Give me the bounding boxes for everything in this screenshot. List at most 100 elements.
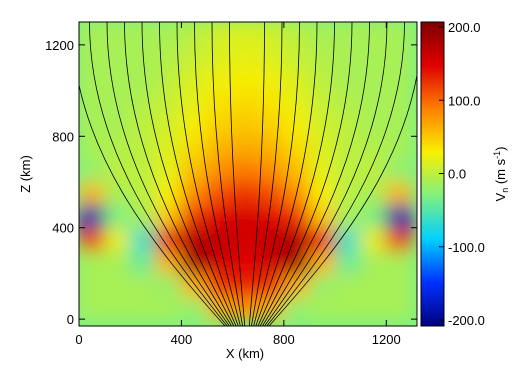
y-tick-label: 0 xyxy=(67,312,74,327)
heatmap-cell xyxy=(129,135,157,160)
colorbar-tick-label: 0.0 xyxy=(448,167,466,182)
heatmap-cell xyxy=(232,227,259,252)
plot-frame xyxy=(78,21,418,327)
heatmap-cell xyxy=(334,272,362,297)
heatmap-cell xyxy=(257,181,285,206)
heatmap-cell xyxy=(129,158,157,183)
heatmap-cell xyxy=(257,204,285,229)
heatmap-cell xyxy=(334,22,362,46)
heatmap-cell xyxy=(129,204,157,229)
field-line xyxy=(229,22,246,326)
heatmap-cell xyxy=(104,135,131,160)
heatmap-cell xyxy=(155,295,182,320)
x-tick-label: 1200 xyxy=(372,332,401,347)
heatmap-cell xyxy=(308,67,336,92)
field-lines xyxy=(79,22,417,326)
heatmap-cell xyxy=(308,272,336,297)
heatmap-cell xyxy=(104,44,131,69)
heatmap-cell xyxy=(360,22,387,46)
field-line xyxy=(124,22,232,326)
heatmap-cell xyxy=(257,22,285,46)
heatmap-cell xyxy=(257,227,285,252)
heatmap-cell xyxy=(360,181,387,206)
heatmap-cell xyxy=(206,250,234,274)
y-tick-label: 400 xyxy=(52,221,74,236)
heatmap-cell xyxy=(232,22,259,46)
x-axis-title: X (km) xyxy=(226,346,264,361)
heatmap-cell xyxy=(129,67,157,92)
heatmap-cell xyxy=(79,158,106,183)
heatmap-cell xyxy=(334,90,362,114)
heatmap-cell xyxy=(232,90,259,114)
field-line xyxy=(141,22,235,326)
heatmap-cell xyxy=(308,135,336,160)
heatmap-cell xyxy=(308,90,336,114)
heatmap-cell xyxy=(104,67,131,92)
heatmap-cell xyxy=(180,158,208,183)
field-line xyxy=(248,22,265,326)
colorbar-title: Vn (m s-1) xyxy=(492,147,510,202)
heatmap-cell xyxy=(360,227,387,252)
heatmap-cell xyxy=(129,227,157,252)
field-line xyxy=(264,22,388,326)
heatmap-cell xyxy=(232,158,259,183)
heatmap-cell xyxy=(257,135,285,160)
heatmap-cell xyxy=(308,158,336,183)
heatmap-cell xyxy=(232,295,259,320)
colorbar-title-part: (m s xyxy=(493,158,508,187)
heatmap-cell xyxy=(155,272,182,297)
heatmap-cell xyxy=(360,295,387,320)
heatmap-cell xyxy=(104,22,131,46)
heatmap-cell xyxy=(180,250,208,274)
heatmap-cell xyxy=(283,22,310,46)
heatmap-cell xyxy=(257,250,285,274)
heatmap-cell xyxy=(257,112,285,137)
x-tick-label: 800 xyxy=(273,332,295,347)
heatmap-cell xyxy=(206,181,234,206)
heatmap-cell xyxy=(104,181,131,206)
colorbar-title-part: V xyxy=(493,192,508,201)
heatmap-cell xyxy=(232,67,259,92)
heatmap-cell xyxy=(360,272,387,297)
heatmap-cell xyxy=(104,90,131,114)
heatmap-cell xyxy=(180,112,208,137)
heatmap-cell xyxy=(385,135,413,160)
heatmap-cell xyxy=(79,204,106,229)
heatmap-cell xyxy=(79,22,106,46)
heatmap-cell xyxy=(232,112,259,137)
heatmap-cell xyxy=(283,295,310,320)
heatmap-cell xyxy=(334,227,362,252)
heatmap-cell xyxy=(206,22,234,46)
heatmap-cell xyxy=(79,67,106,92)
heatmap-cell xyxy=(180,272,208,297)
heatmap-cell xyxy=(206,90,234,114)
heatmap-cell xyxy=(104,204,131,229)
heatmap-cell xyxy=(104,158,131,183)
heatmap-cell xyxy=(334,295,362,320)
heatmap-cell xyxy=(308,295,336,320)
heatmap-cell xyxy=(206,135,234,160)
x-tick-label: 0 xyxy=(75,332,82,347)
field-line xyxy=(257,22,335,326)
heatmap-cell xyxy=(334,44,362,69)
heatmap-cell xyxy=(155,135,182,160)
heatmap-cell xyxy=(155,44,182,69)
heatmap-cell xyxy=(385,158,413,183)
y-axis-title: Z (km) xyxy=(18,155,33,193)
heatmap-cell xyxy=(180,90,208,114)
heatmap-cell xyxy=(283,227,310,252)
heatmap-cell xyxy=(360,44,387,69)
colorbar-tick-label: 200.0 xyxy=(448,20,481,35)
heatmap-cell xyxy=(308,44,336,69)
heatmap-cell xyxy=(79,135,106,160)
field-line xyxy=(251,22,283,326)
heatmap-cell xyxy=(283,112,310,137)
heatmap-cell xyxy=(206,227,234,252)
heatmap-cell xyxy=(180,295,208,320)
heatmap-cell xyxy=(232,272,259,297)
field-line xyxy=(255,22,318,326)
heatmap-cell xyxy=(257,44,285,69)
heatmap-cell xyxy=(334,135,362,160)
heatmap-cell xyxy=(257,90,285,114)
field-line xyxy=(194,22,241,326)
